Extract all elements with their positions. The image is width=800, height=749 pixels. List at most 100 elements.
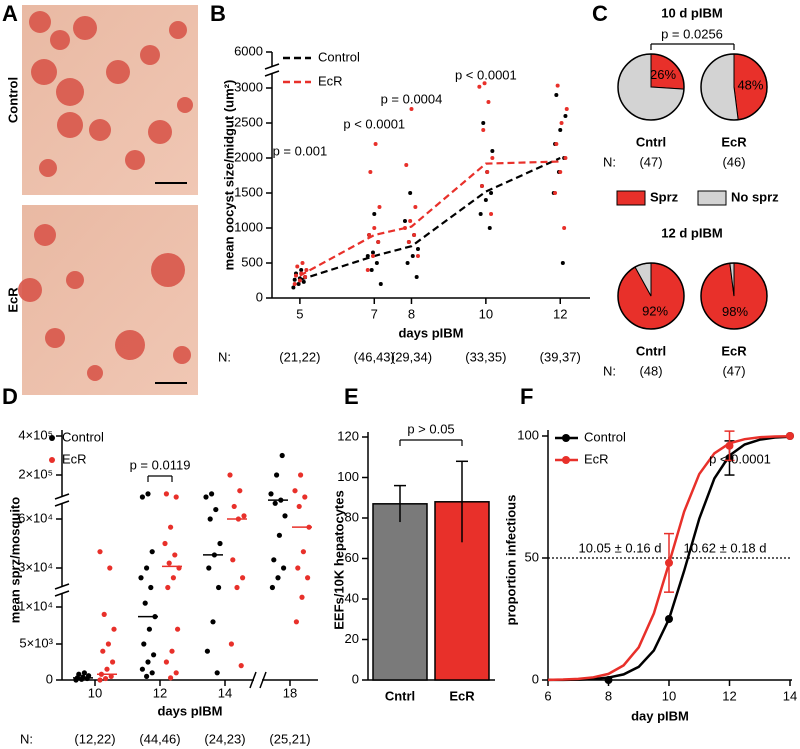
row-label: Control (5, 77, 20, 123)
point (207, 516, 213, 522)
point (240, 575, 246, 581)
axis-break (266, 66, 278, 74)
y-tick-label: 0 (256, 289, 263, 304)
point (269, 584, 275, 591)
y-axis-label: mean oocyst size/midgut (um²) (221, 80, 236, 271)
point (101, 611, 107, 618)
axis-break (264, 63, 280, 70)
point (415, 254, 420, 258)
point (295, 565, 301, 571)
point (564, 107, 569, 111)
y-axis-label: mean sprz/mosquito (7, 497, 22, 623)
pie-outline (700, 262, 768, 330)
point (145, 491, 151, 497)
point (111, 626, 117, 632)
point (139, 494, 145, 500)
point (486, 100, 491, 104)
row-label: EcR (5, 287, 20, 313)
point (554, 93, 559, 97)
y-tick-label: 40 (345, 590, 359, 605)
point (149, 670, 155, 676)
point (489, 191, 494, 195)
point (142, 600, 148, 606)
point (238, 663, 244, 669)
point (276, 532, 282, 538)
legend-label: Control (62, 429, 104, 444)
axis-break (54, 583, 70, 590)
point (304, 268, 309, 272)
point (487, 226, 492, 230)
point (97, 549, 103, 555)
pie-outline (617, 53, 685, 121)
point (272, 500, 278, 506)
legend-label: EcR (318, 73, 343, 88)
point (144, 673, 150, 680)
y-tick-label: 100 (517, 427, 539, 442)
x-tick-label: 14 (218, 685, 232, 700)
point (292, 282, 297, 286)
point (146, 626, 152, 632)
point (291, 285, 296, 290)
legend-swatch (49, 457, 55, 463)
point (490, 149, 495, 153)
pie-slice (700, 53, 739, 121)
legend-label: Control (318, 49, 360, 64)
y-tick-label: 6×10⁴ (18, 510, 53, 525)
point (86, 673, 92, 679)
point (234, 584, 240, 591)
point (241, 513, 247, 519)
mean-line (299, 160, 561, 277)
point (303, 275, 308, 279)
x-tick-label: 8 (605, 688, 612, 703)
axis-break (254, 674, 262, 686)
point (302, 494, 308, 500)
point (138, 575, 144, 581)
pie-label: Cntrl (636, 343, 666, 358)
point (412, 233, 417, 237)
y-tick-label: 500 (241, 254, 263, 269)
n-label: (39,37) (540, 349, 581, 364)
n-label: (48) (639, 363, 662, 378)
point (410, 254, 415, 258)
bar (372, 503, 428, 681)
y-tick-label: 1×10⁴ (18, 598, 53, 613)
axis-break (264, 70, 280, 77)
axis-break (56, 586, 68, 594)
point (293, 273, 298, 278)
x-axis-label: days pIBM (398, 325, 463, 340)
image-panel: A Control EcR (2, 1, 198, 395)
panel-letter: C (592, 1, 608, 26)
point (477, 84, 482, 89)
point (376, 240, 381, 244)
point (370, 254, 375, 258)
point (409, 107, 414, 111)
point (76, 671, 82, 677)
point (100, 648, 106, 654)
point (372, 226, 377, 230)
point (299, 594, 305, 600)
legend-swatch (49, 435, 55, 441)
y-tick-label: 0 (352, 671, 359, 686)
point (204, 648, 210, 654)
point (166, 560, 172, 566)
value-label: 26% (650, 67, 676, 82)
y-tick-label: 4×10⁵ (18, 427, 53, 442)
point (145, 659, 151, 665)
point (292, 488, 298, 494)
y-tick-label: 120 (337, 428, 359, 443)
point (604, 676, 613, 684)
pie-outline (700, 53, 768, 121)
point (281, 565, 287, 571)
y-tick-label: 6000 (234, 43, 263, 58)
x-tick-label: EcR (449, 688, 475, 703)
p-value: p < 0.0001 (455, 67, 517, 82)
point (300, 549, 306, 555)
point (374, 261, 379, 265)
value-label: 92% (642, 303, 668, 318)
point (172, 552, 178, 558)
x-tick-label: 10 (662, 688, 676, 703)
point (665, 558, 673, 567)
panel-letter: E (344, 384, 359, 409)
point (299, 268, 304, 272)
point (105, 641, 111, 647)
